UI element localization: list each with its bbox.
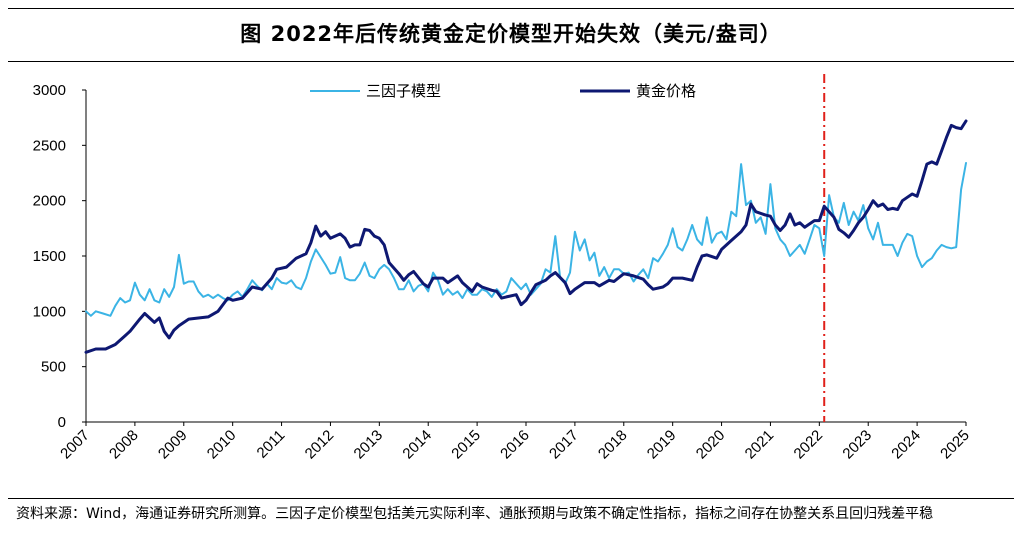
x-tick-label: 2013 [351,427,387,463]
x-tick-label: 2009 [155,427,191,463]
series-line-1 [85,162,967,317]
y-tick-label: 2500 [33,137,66,154]
chart: 0 500 1000 1500 2000 2500 3000 2007 2008 2009 2010… [33,74,973,462]
y-tick-label: 1500 [33,248,66,265]
legend-label-2: 黄金价格 [636,82,696,100]
x-tick-label: 2011 [254,427,289,462]
y-tick-label: 3000 [33,82,66,99]
top-rule [8,8,1014,9]
x-tick-label: 2007 [57,427,93,463]
x-tick-label: 2012 [302,427,338,463]
source-note: 资料来源：Wind，海通证券研究所测算。三因子定价模型包括美元实际利率、通胀预期… [16,506,934,522]
x-tick-label: 2008 [106,427,142,463]
axes: 0 500 1000 1500 2000 2500 3000 2007 2008 2009 2010… [33,82,973,462]
y-tick-label: 1000 [33,303,66,320]
x-tick-label: 2023 [839,427,875,463]
y-tick-label: 0 [58,414,66,431]
legend-label-1: 三因子模型 [366,82,441,100]
x-tick-label: 2024 [888,427,924,463]
chart-marks [84,74,968,422]
x-tick-label: 2010 [204,427,240,463]
x-tick-label: 2019 [644,427,680,463]
x-tick-label: 2021 [742,427,778,463]
y-tick-label: 2000 [33,193,66,210]
series-line-2 [84,119,968,354]
legend: 三因子模型 黄金价格 [310,82,696,100]
x-tick-label: 2020 [693,427,729,463]
x-tick-label: 2022 [791,427,827,463]
x-tick-label: 2017 [546,427,582,463]
x-tick-label: 2014 [399,427,435,463]
x-tick-label: 2018 [595,427,631,463]
title-rule [8,61,1014,62]
source-rule [8,498,1014,499]
page-title: 图 2022年后传统黄金定价模型开始失效（美元/盎司） [240,22,782,46]
x-tick-label: 2016 [497,427,533,463]
y-tick-label: 500 [41,359,66,376]
x-tick-label: 2025 [937,427,973,463]
x-tick-label: 2015 [448,427,484,463]
